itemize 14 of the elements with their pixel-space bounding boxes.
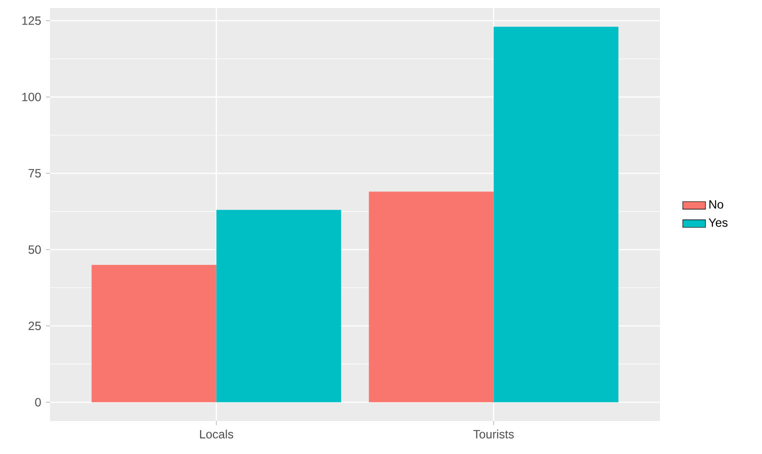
- bar: [368, 192, 494, 402]
- legend-label: Yes: [708, 218, 728, 227]
- x-tick-label: Locals: [200, 430, 234, 438]
- bar: [216, 210, 342, 402]
- y-tick-label: 125: [22, 16, 41, 25]
- bar: [92, 264, 216, 402]
- y-tick-label: 0: [35, 398, 41, 406]
- y-tick-label: 100: [22, 92, 41, 102]
- y-tick-label: 50: [28, 245, 41, 254]
- bar: [494, 26, 618, 402]
- y-tick-label: 75: [28, 169, 41, 178]
- y-tick-label: 25: [28, 322, 41, 330]
- legend-label: No: [709, 200, 724, 209]
- x-tick-label: Tourists: [473, 430, 514, 438]
